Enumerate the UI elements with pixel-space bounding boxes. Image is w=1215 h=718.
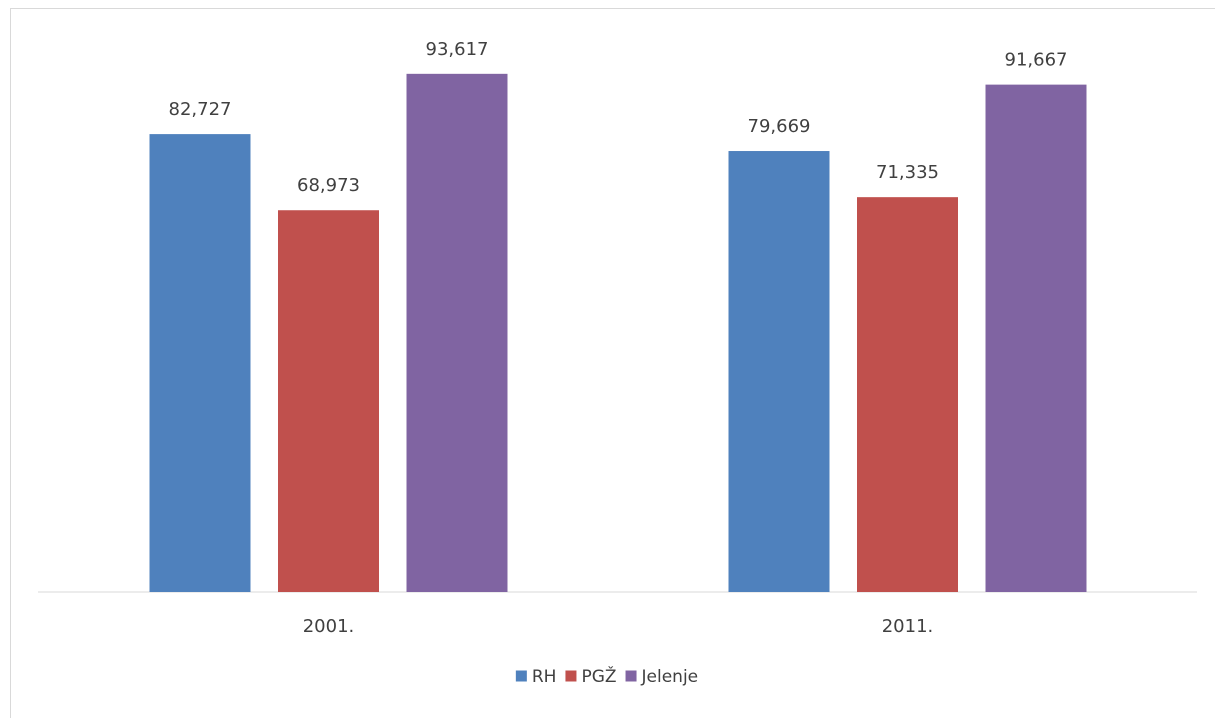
- legend-swatch-jelenje: [625, 670, 637, 682]
- legend-label: Jelenje: [641, 667, 699, 687]
- bar-pg-1: [857, 197, 958, 593]
- legend-swatch-rh: [515, 670, 527, 682]
- data-label: 93,617: [426, 39, 489, 60]
- data-label: 71,335: [876, 162, 939, 183]
- bar-rh-0: [149, 134, 251, 592]
- x-tick-label: 2001.: [303, 616, 355, 637]
- data-label: 79,669: [748, 116, 811, 137]
- bar-jelenje-1: [985, 84, 1087, 592]
- x-tick-label: 2011.: [882, 616, 934, 637]
- data-label: 68,973: [297, 175, 360, 196]
- bar-jelenje-0: [406, 73, 508, 593]
- bar-pg-0: [278, 210, 379, 593]
- bar-rh-1: [728, 151, 830, 592]
- chart-frame: [10, 8, 1215, 718]
- legend-swatch-pg: [565, 670, 577, 682]
- legend-label: PGŽ: [581, 665, 616, 687]
- data-label: 82,727: [169, 99, 232, 120]
- legend-label: RH: [532, 667, 557, 687]
- data-label: 91,667: [1005, 50, 1068, 71]
